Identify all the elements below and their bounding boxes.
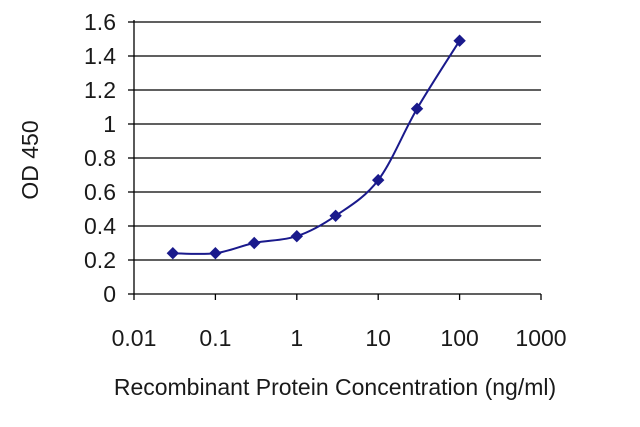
y-tick-label-5: 1 (103, 111, 116, 137)
x-tick-label-0: 0.01 (112, 325, 157, 351)
gridlines (134, 21, 541, 261)
y-tick-label-1: 0.2 (84, 247, 116, 273)
y-tick-label-8: 1.6 (84, 9, 116, 35)
y-tick-label-4: 0.8 (84, 145, 116, 171)
data-point-6 (410, 102, 424, 115)
data-point-3 (290, 229, 304, 243)
data-point-5 (371, 173, 385, 187)
x-tick-label-1: 0.1 (199, 325, 231, 351)
data-point-2 (248, 236, 261, 250)
x-tick-label-3: 10 (365, 325, 391, 351)
y-tick-label-3: 0.6 (84, 179, 116, 205)
y-tick-label-7: 1.4 (84, 43, 116, 69)
x-axis-title: Recombinant Protein Concentration (ng/ml… (114, 374, 556, 400)
data-point-0 (166, 246, 180, 260)
y-tick-label-6: 1.2 (84, 77, 116, 103)
x-tick-label-4: 100 (440, 325, 478, 351)
series-line-0 (172, 40, 461, 255)
data-point-4 (329, 209, 342, 223)
y-tick-label-2: 0.4 (84, 213, 116, 239)
y-tick-label-0: 0 (103, 281, 116, 307)
data-point-7 (453, 34, 466, 47)
axes (128, 20, 542, 300)
x-tick-label-2: 1 (290, 325, 303, 351)
y-axis-title: OD 450 (17, 120, 43, 199)
data-series (166, 34, 466, 260)
y-tick-labels: 0 0.2 0.4 0.6 0.8 1 1.2 1.4 1.6 (84, 9, 116, 307)
data-point-1 (209, 246, 222, 260)
x-tick-labels: 0.01 0.1 1 10 100 1000 (112, 325, 567, 351)
x-tick-label-5: 1000 (515, 325, 566, 351)
